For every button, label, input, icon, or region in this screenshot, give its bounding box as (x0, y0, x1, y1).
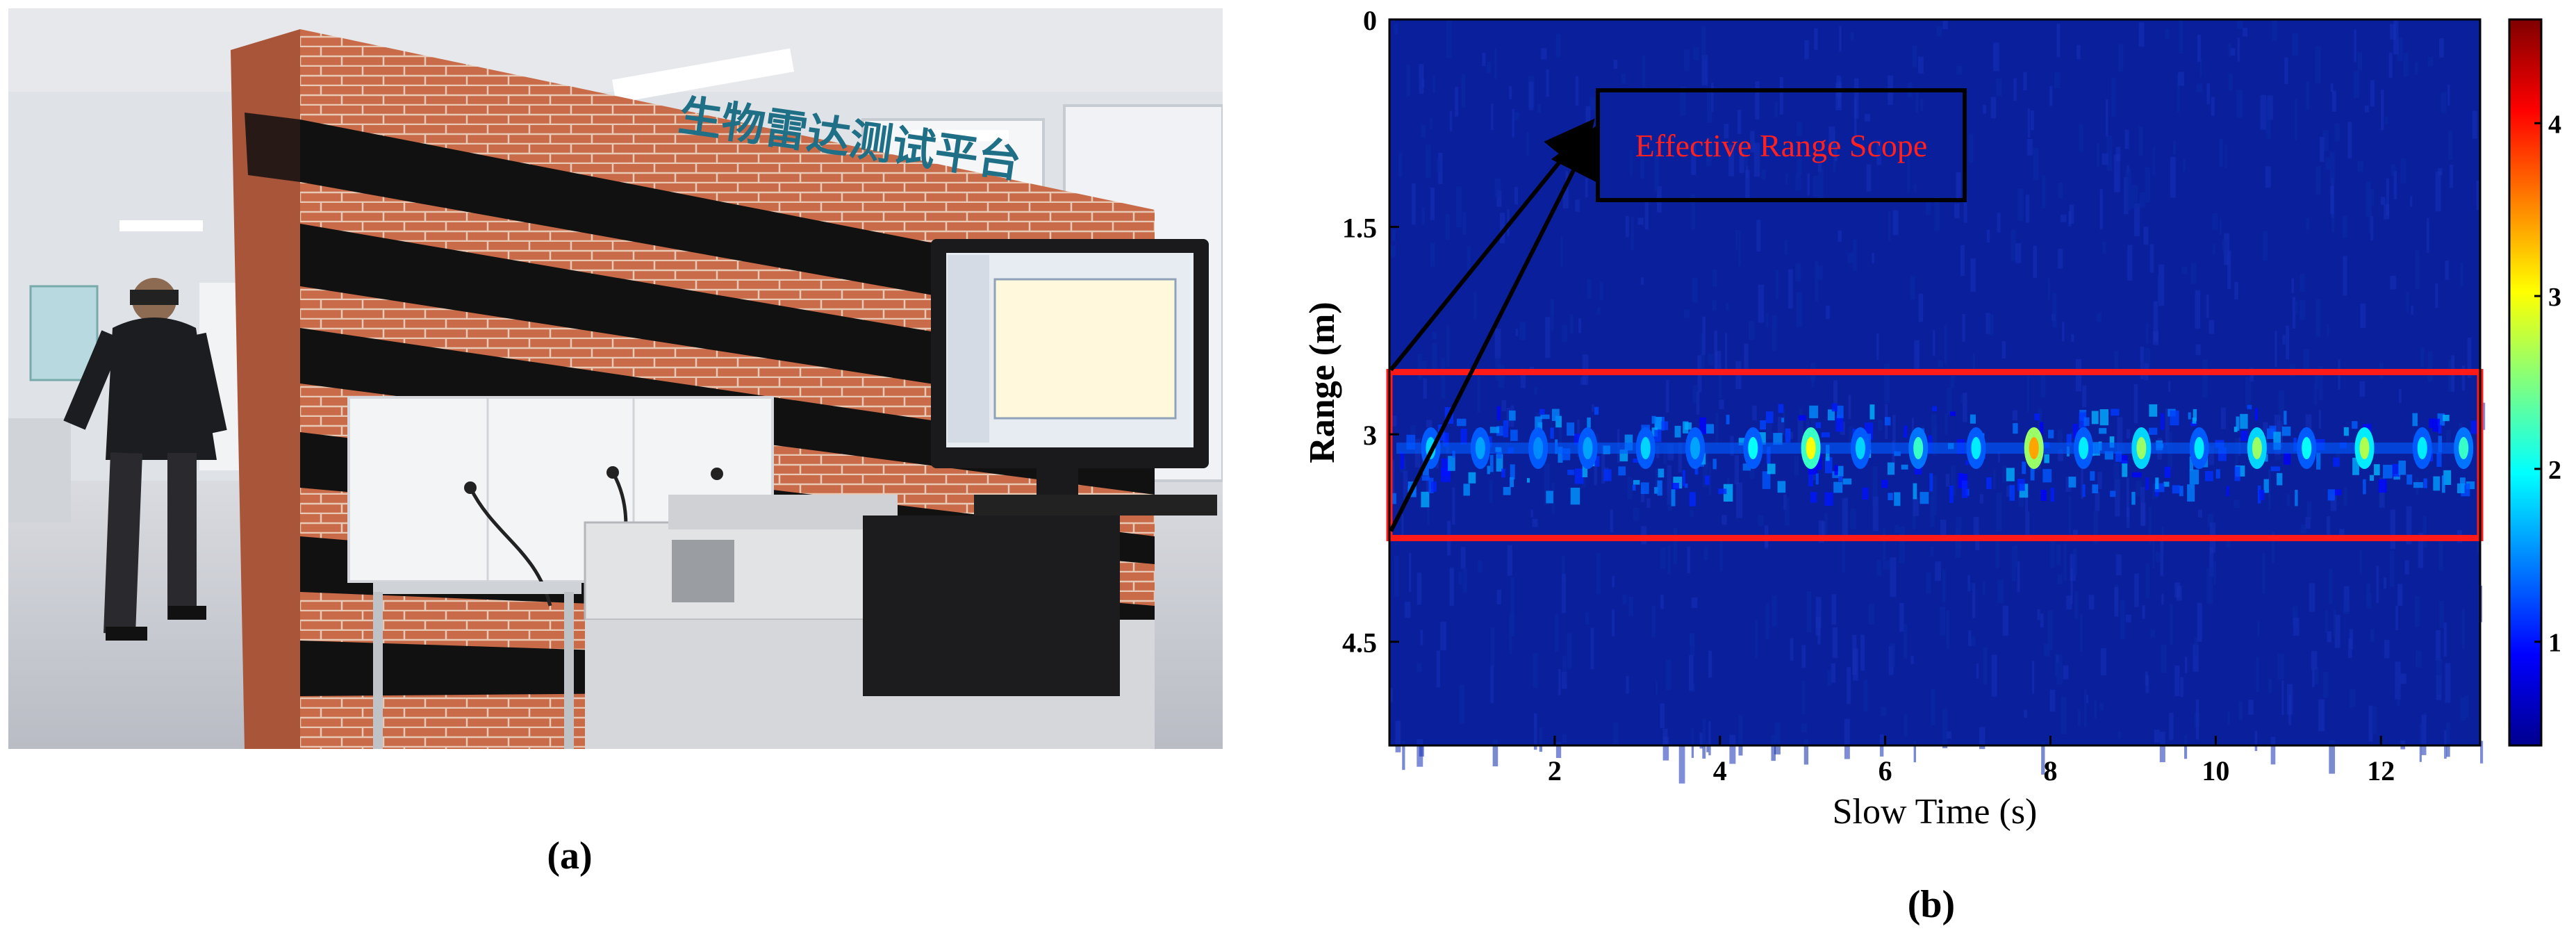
signal-peak (1806, 437, 1816, 460)
colorbar (2508, 18, 2543, 747)
signal-peak (1640, 437, 1651, 460)
x-tick-label: 10 (2202, 755, 2229, 786)
x-tick-label: 4 (1713, 755, 1727, 786)
plot-frame (1388, 18, 2482, 747)
signal-peak (2417, 437, 2427, 460)
y-tick-label: 0 (1363, 5, 1377, 36)
annotation-arrow (1389, 126, 1596, 532)
signal-peak (2302, 437, 2312, 460)
annotation-box (1596, 88, 1967, 202)
brick-wall-side (231, 29, 300, 749)
signal-peak (1533, 437, 1544, 460)
signal-peak (2459, 437, 2469, 460)
signal-peak (2194, 437, 2204, 460)
y-axis-label: Range (m) (1303, 302, 1342, 463)
x-tick-label: 2 (1548, 755, 1562, 786)
signal-peak (1855, 437, 1865, 460)
y-tick-label: 3 (1363, 420, 1377, 451)
signal-peak (1690, 437, 1701, 460)
x-axis-label: Slow Time (s) (1833, 792, 2038, 832)
panel-b-caption: (b) (1907, 883, 1956, 926)
signal-peak (2252, 437, 2262, 460)
antenna (711, 468, 723, 480)
wall-poster (29, 285, 99, 381)
signal-peak (1971, 437, 1981, 460)
y-tick-label: 4.5 (1342, 627, 1377, 659)
keyboard (974, 495, 1217, 516)
signal-peak (2359, 437, 2370, 460)
signal-peak (1913, 437, 1924, 460)
x-tick-label: 6 (1879, 755, 1892, 786)
ceiling-light (119, 220, 203, 231)
colorbar-tick-label: 1 (2548, 629, 2561, 658)
signal-peak (2136, 437, 2147, 460)
pc-tower (863, 516, 1120, 696)
colorbar-tick-label: 2 (2548, 456, 2561, 485)
panel-a-caption: (a) (547, 834, 593, 877)
signal-peak (1583, 437, 1593, 460)
x-tick-label: 8 (2044, 755, 2058, 786)
y-tick-label: 1.5 (1342, 213, 1377, 244)
side-cabinet (8, 418, 71, 522)
walking-person (63, 278, 227, 641)
colorbar-tick-label: 4 (2548, 110, 2561, 139)
signal-peak (1475, 437, 1485, 460)
signal-peak (2029, 437, 2039, 460)
brick-wall-side-stripes (245, 113, 300, 182)
colorbar-tick-label: 3 (2548, 283, 2561, 312)
test-platform-photo: 生物雷达测试平台 (8, 8, 1223, 749)
signal-peak (1748, 437, 1758, 460)
radar-controller (668, 495, 898, 529)
x-tick-label: 12 (2367, 755, 2395, 786)
ceiling-light (612, 48, 794, 104)
annotation-text: Effective Range Scope (1635, 128, 1928, 163)
ceiling-light (911, 130, 1009, 141)
metal-rack (373, 582, 581, 594)
signal-peak (2079, 437, 2089, 460)
